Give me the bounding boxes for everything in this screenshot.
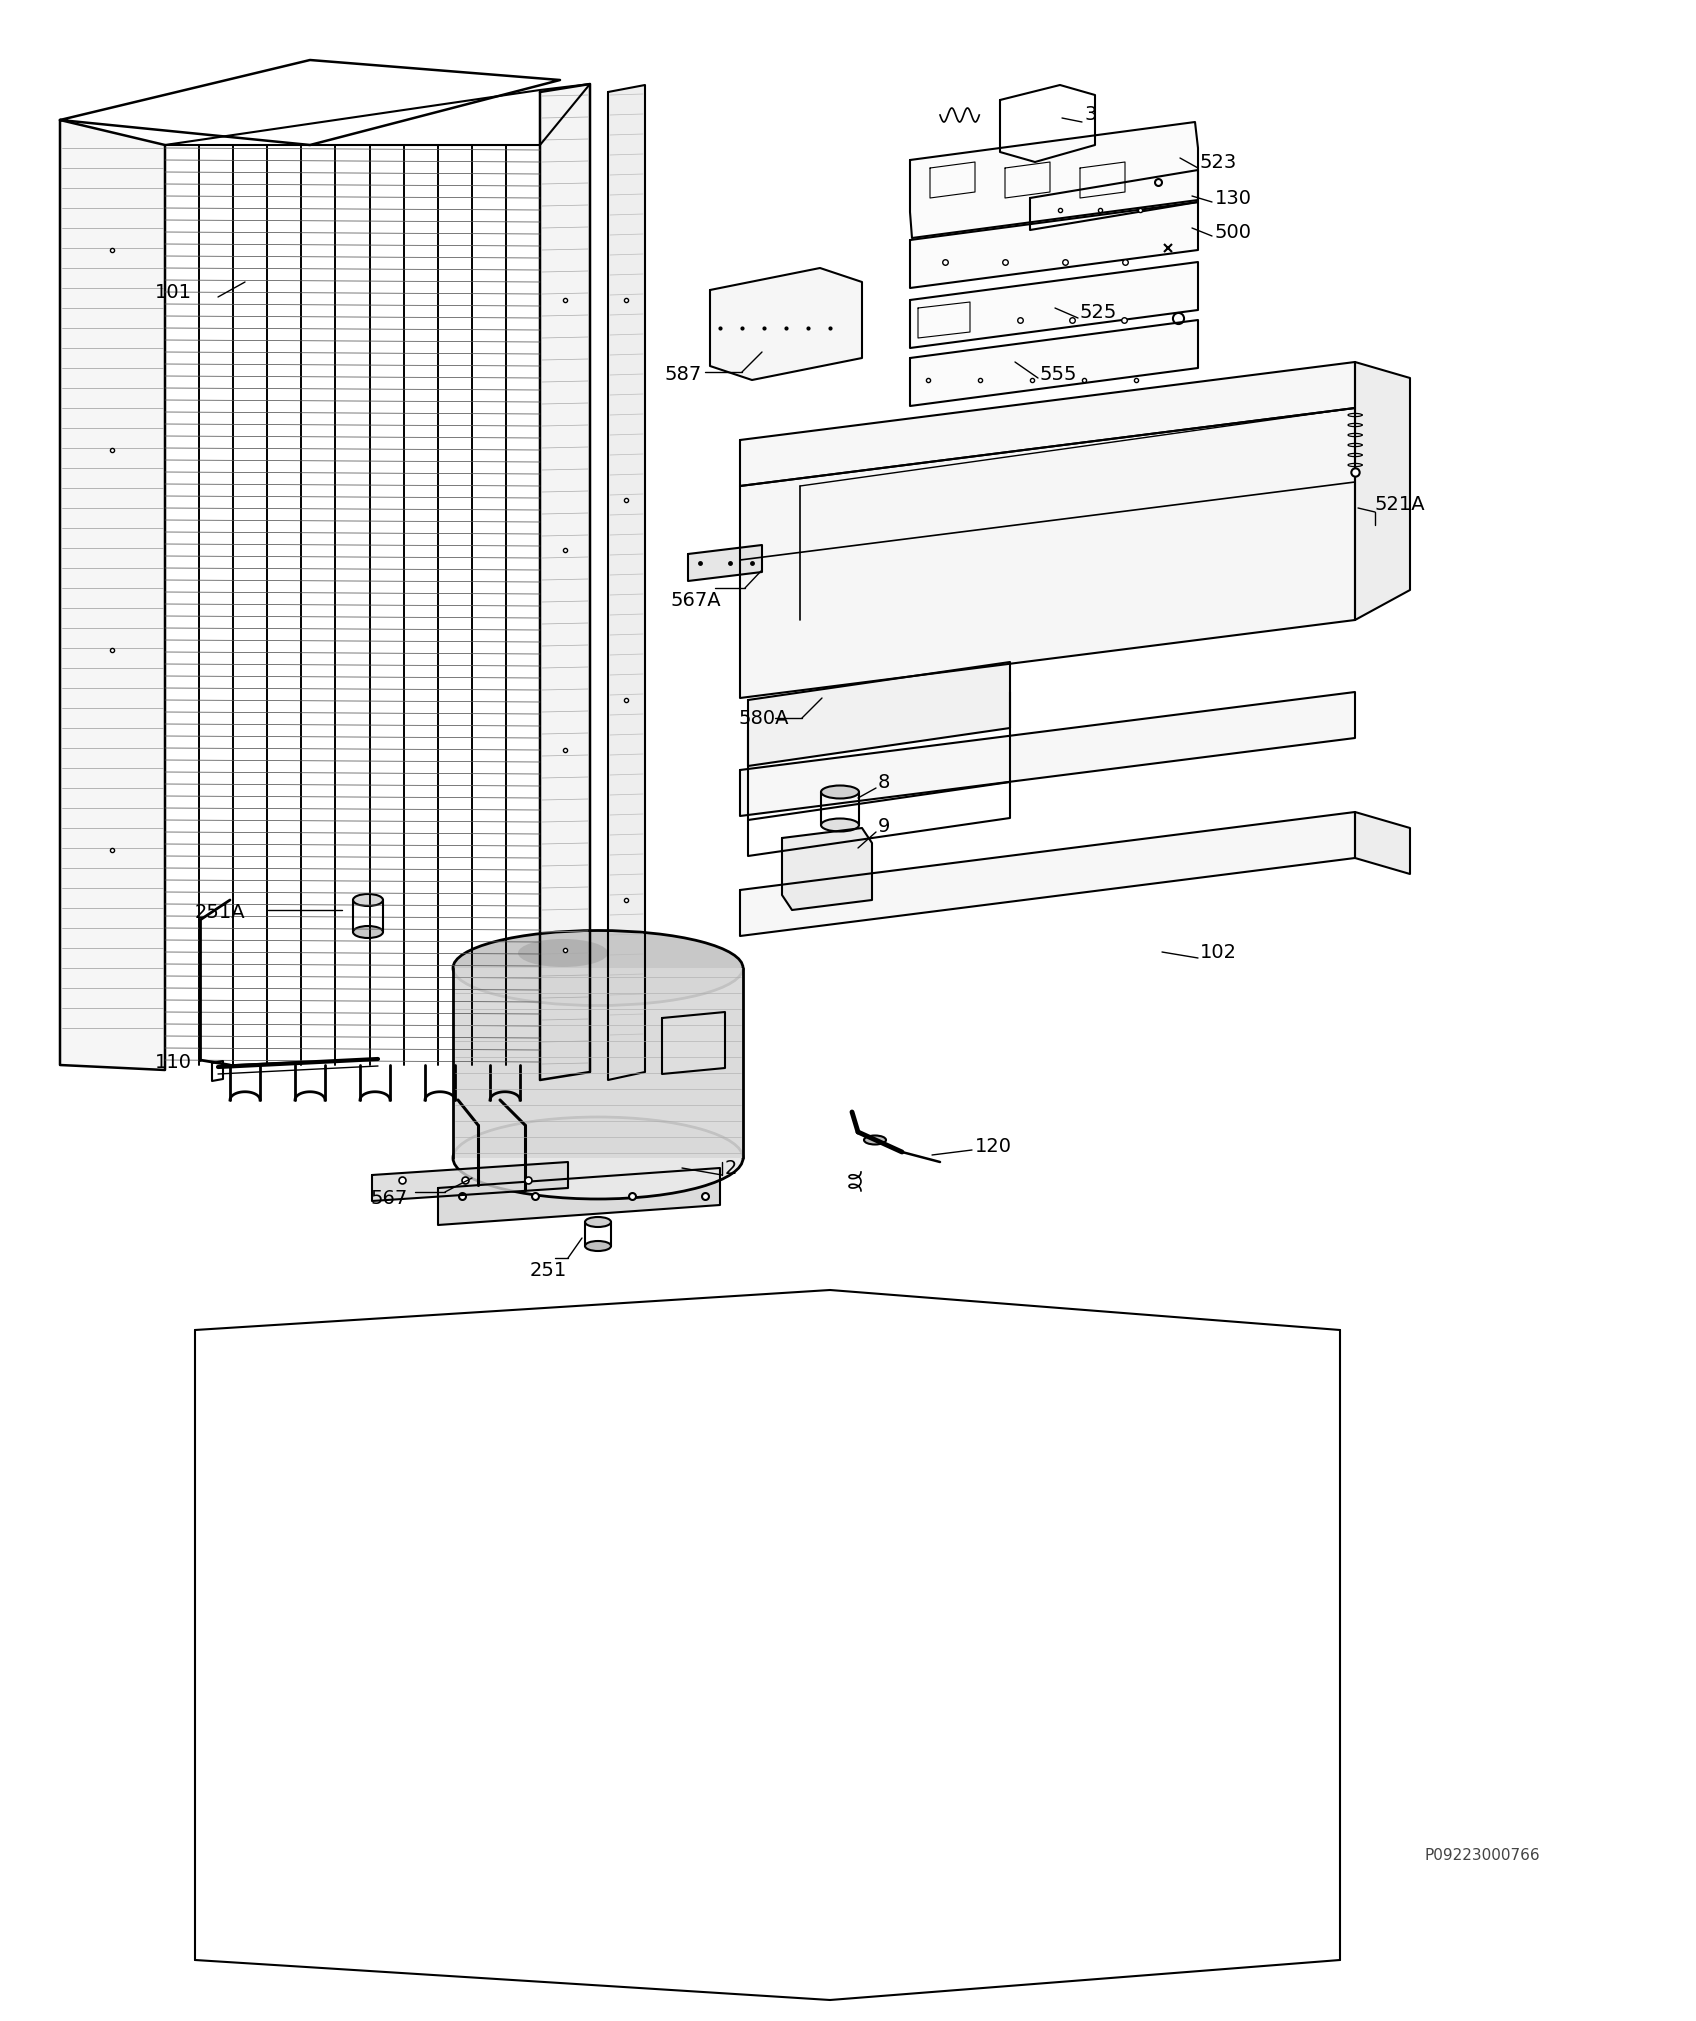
Text: 3: 3 (1085, 105, 1097, 125)
Text: 2: 2 (724, 1158, 738, 1178)
Text: P09223000766: P09223000766 (1425, 1847, 1540, 1863)
Text: 251A: 251A (195, 903, 246, 922)
Polygon shape (911, 121, 1197, 238)
Polygon shape (739, 408, 1355, 697)
Polygon shape (607, 85, 644, 1079)
Text: 120: 120 (975, 1138, 1013, 1156)
Text: 101: 101 (154, 283, 192, 303)
Text: 500: 500 (1214, 224, 1252, 243)
Text: 567: 567 (370, 1188, 407, 1207)
Ellipse shape (353, 926, 383, 938)
Polygon shape (453, 968, 743, 1158)
Ellipse shape (517, 940, 607, 966)
Polygon shape (911, 263, 1197, 348)
Text: 102: 102 (1201, 942, 1236, 962)
Polygon shape (1355, 362, 1409, 620)
Text: 110: 110 (154, 1053, 192, 1071)
Ellipse shape (821, 819, 858, 831)
Polygon shape (911, 202, 1197, 289)
Polygon shape (739, 362, 1355, 485)
Ellipse shape (585, 1241, 611, 1251)
Text: 587: 587 (665, 366, 702, 384)
Polygon shape (911, 319, 1197, 406)
Polygon shape (739, 812, 1355, 936)
Ellipse shape (821, 786, 858, 798)
Ellipse shape (453, 1118, 743, 1198)
Polygon shape (748, 663, 1011, 766)
Text: 555: 555 (1040, 366, 1077, 384)
Polygon shape (661, 1013, 724, 1073)
Ellipse shape (863, 1136, 885, 1144)
Text: 130: 130 (1214, 188, 1252, 208)
Polygon shape (539, 85, 590, 1079)
Polygon shape (782, 829, 872, 909)
Polygon shape (438, 1168, 721, 1225)
Ellipse shape (585, 1217, 611, 1227)
Text: 523: 523 (1201, 152, 1238, 172)
Text: 521A: 521A (1375, 495, 1426, 515)
Text: 580A: 580A (738, 709, 789, 728)
Text: 525: 525 (1080, 303, 1118, 323)
Text: 251: 251 (529, 1261, 566, 1279)
Polygon shape (1355, 812, 1409, 873)
Text: 9: 9 (879, 819, 890, 837)
Polygon shape (711, 269, 862, 380)
Text: 8: 8 (879, 772, 890, 792)
Polygon shape (689, 546, 762, 580)
Polygon shape (739, 691, 1355, 816)
Polygon shape (371, 1162, 568, 1200)
Polygon shape (59, 119, 165, 1069)
Ellipse shape (453, 930, 743, 1006)
Text: 567A: 567A (670, 590, 721, 610)
Ellipse shape (353, 893, 383, 905)
